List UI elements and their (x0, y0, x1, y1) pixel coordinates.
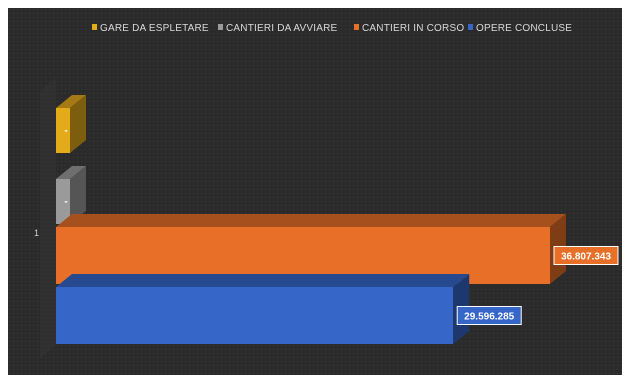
legend-label: GARE DA ESPLETARE (100, 23, 209, 34)
depth-wall (40, 78, 56, 358)
legend-label: CANTIERI IN CORSO (362, 23, 464, 34)
bar-gare-da-espletare: - (56, 95, 86, 153)
plot-area: 1 - - 36.807.343 29.596.285 (34, 78, 619, 358)
data-label-box (456, 306, 522, 325)
bar-front-face (56, 108, 70, 153)
data-label-opere-concluse: 29.596.285 (464, 312, 514, 323)
bar-front-face (56, 179, 70, 224)
legend-item-gare-da-espletare: GARE DA ESPLETARE (92, 23, 209, 34)
legend-label: OPERE CONCLUSE (476, 23, 572, 34)
bar-top-face (56, 166, 86, 179)
data-label-cantieri-da-avviare: - (64, 197, 67, 208)
bar-top-face (56, 95, 86, 108)
bar-cantieri-in-corso: 36.807.343 (56, 214, 619, 284)
legend: GARE DA ESPLETARE CANTIERI DA AVVIARE CANT… (92, 23, 572, 34)
data-label-box (553, 246, 619, 265)
bar-top-face (56, 274, 470, 287)
legend-item-cantieri-in-corso: CANTIERI IN CORSO (354, 23, 464, 34)
bar-cantieri-da-avviare: - (56, 166, 86, 224)
legend-label: CANTIERI DA AVVIARE (226, 23, 338, 34)
category-label: 1 (34, 228, 39, 238)
legend-swatch (354, 24, 359, 30)
legend-swatch (468, 24, 473, 30)
bar-front-face (56, 287, 454, 344)
data-label-cantieri-in-corso: 36.807.343 (561, 252, 611, 263)
bar-top-face (56, 214, 566, 227)
bar-opere-concluse: 29.596.285 (56, 274, 522, 344)
legend-item-opere-concluse: OPERE CONCLUSE (468, 23, 572, 34)
legend-item-cantieri-da-avviare: CANTIERI DA AVVIARE (218, 23, 338, 34)
legend-swatch (92, 24, 97, 30)
bar-side-face (70, 95, 86, 153)
data-label-gare-da-espletare: - (64, 126, 67, 137)
bar-side-face (70, 166, 86, 224)
legend-swatch (218, 24, 223, 30)
